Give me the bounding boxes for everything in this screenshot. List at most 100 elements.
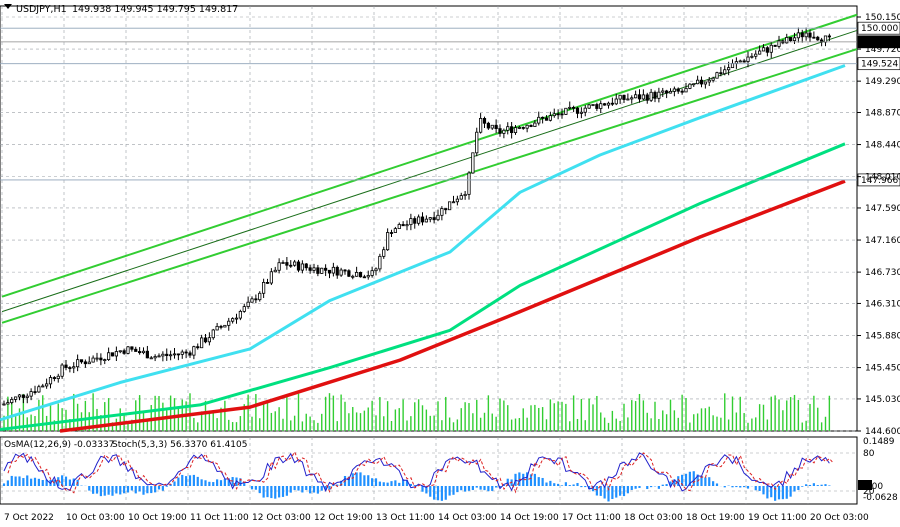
candle-body: [296, 261, 301, 271]
candle-body: [738, 60, 742, 63]
candle-body: [122, 350, 126, 354]
price-tick-label: 149.290: [865, 77, 900, 87]
candle-body: [699, 79, 704, 85]
candle-body: [289, 264, 293, 267]
candle-body: [750, 55, 754, 58]
candle-body: [560, 113, 564, 116]
volume-bars: [3, 393, 831, 431]
candle-body: [440, 208, 444, 216]
candle-body: [459, 195, 463, 200]
candle-body: [723, 69, 727, 75]
price-level-box: [857, 21, 900, 35]
time-tick-label: 10 Oct 03:00: [66, 513, 125, 523]
osc-tick-label: 0.00: [863, 482, 883, 492]
time-tick-label: 12 Oct 19:00: [314, 513, 373, 523]
candle-body: [76, 359, 80, 368]
candle-body: [157, 355, 161, 358]
candle-body: [579, 111, 583, 114]
candle-body: [785, 37, 789, 44]
candle-body: [800, 32, 804, 38]
ma-mid-line: [0, 142, 846, 431]
candle-body: [355, 272, 359, 277]
candle-body: [758, 50, 762, 55]
candle-body: [614, 98, 618, 105]
candle-body: [630, 97, 634, 100]
candle-body: [409, 218, 413, 226]
time-tick-label: 7 Oct 2022: [4, 513, 54, 523]
candle-body: [370, 270, 374, 276]
candle-body: [641, 94, 645, 100]
candle-body: [45, 383, 49, 387]
candle-body: [304, 263, 308, 269]
candle-body: [397, 224, 401, 230]
candle-body: [242, 306, 246, 312]
candle-body: [17, 394, 22, 398]
candle-body: [521, 127, 525, 129]
candle-body: [72, 366, 76, 369]
price-level-box: [857, 35, 900, 49]
candle-body: [2, 403, 6, 406]
channel-line-middle: [1, 29, 858, 313]
candle-body: [583, 107, 587, 113]
candle-body: [6, 402, 10, 405]
candle-body: [622, 94, 626, 100]
price-tick-label: 145.880: [865, 332, 900, 342]
candle-body: [727, 67, 731, 71]
candle-body: [316, 267, 320, 274]
candle-body: [91, 357, 95, 363]
candle-body: [184, 351, 188, 354]
candle-body: [572, 106, 576, 109]
candle-body: [48, 377, 53, 385]
candle-body: [262, 281, 266, 294]
candle-body: [823, 35, 828, 43]
candle-body: [568, 106, 572, 109]
time-tick-label: 18 Oct 03:00: [624, 513, 683, 523]
candle-body: [796, 32, 800, 39]
candle-body: [684, 88, 688, 93]
candle-body: [634, 94, 638, 99]
time-tick-label: 17 Oct 11:00: [562, 513, 621, 523]
candle-body: [645, 94, 649, 101]
price-tick-label: 148.440: [865, 141, 900, 151]
candle-body: [153, 356, 157, 359]
price-tick-label: 148.870: [865, 108, 900, 118]
candle-body: [335, 266, 339, 276]
candle-body: [653, 91, 657, 99]
candle-body: [498, 128, 502, 134]
dropdown-triangle-icon[interactable]: [4, 4, 12, 9]
price-tick-label: 150.150: [865, 13, 900, 23]
candle-body: [417, 216, 421, 224]
candle-body: [203, 337, 208, 343]
candle-body: [401, 224, 405, 227]
candle-body: [110, 352, 115, 357]
candle-body: [343, 269, 347, 272]
osc-tick-label: 20: [863, 487, 875, 497]
candle-body: [513, 127, 518, 134]
candle-body: [269, 271, 273, 284]
candle-body: [548, 115, 552, 121]
candle-body: [145, 350, 149, 359]
candle-body: [188, 352, 192, 356]
price-level-label: 149.817: [861, 38, 898, 48]
candle-body: [436, 214, 440, 221]
price-tick-label: 144.600: [865, 427, 900, 437]
time-tick-label: 20 Oct 03:00: [810, 513, 869, 523]
candle-body: [258, 292, 262, 301]
price-level-label: 147.966: [861, 176, 898, 186]
candle-body: [405, 224, 409, 227]
candle-body: [277, 262, 281, 271]
candle-body: [444, 208, 448, 211]
candle-body: [60, 364, 64, 377]
candle-body: [657, 91, 661, 99]
candle-body: [312, 267, 316, 271]
candle-body: [672, 88, 676, 92]
candle-body: [378, 255, 382, 270]
candle-body: [33, 391, 37, 393]
candle-body: [37, 386, 41, 393]
price-level-box: [857, 57, 900, 71]
osc-tick-label: -0.0628: [863, 493, 898, 503]
candle-body: [451, 201, 456, 204]
